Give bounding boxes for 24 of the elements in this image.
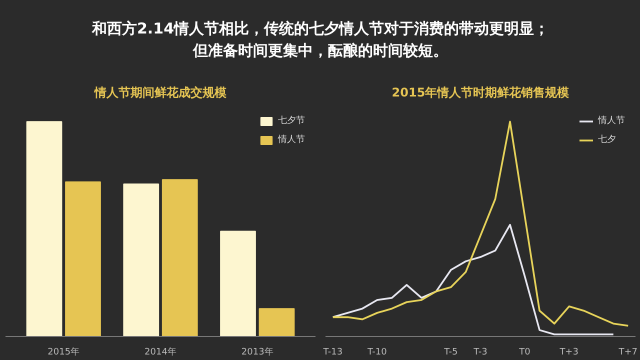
x-tick-label: T+7 [618,348,638,358]
x-tick-label: T-5 [443,348,458,358]
legend-label: 七夕 [598,134,617,146]
bar [220,230,256,336]
legend-label: 七夕节 [278,114,305,127]
text: 和西方2.14情人节相比，传统的七夕情人节对于消费的带动更明显； [90,20,550,38]
x-tick-label: T-13 [322,348,343,358]
x-tick-label: 2014年 [144,346,176,358]
bar [258,308,295,336]
x-tick-label: 2013年 [241,346,274,358]
bar [123,183,160,336]
chart-title: 2015年情人节时期鲜花销售规模 [392,86,570,100]
bar [162,179,198,336]
x-tick-label: T+3 [558,348,578,358]
bar [26,121,62,336]
text: 但准备时间更集中，酝酿的时间较短。 [192,41,448,60]
bar [65,181,101,336]
x-tick-label: T-10 [366,348,388,358]
x-tick-label: 2015年 [48,346,80,358]
x-tick-label: T0 [518,348,531,358]
legend-label: 情人节 [598,114,625,127]
legend-label: 情人节 [278,134,305,146]
x-tick-label: T-3 [472,348,488,358]
chart-title: 情人节期间鲜花成交规模 [94,86,226,100]
